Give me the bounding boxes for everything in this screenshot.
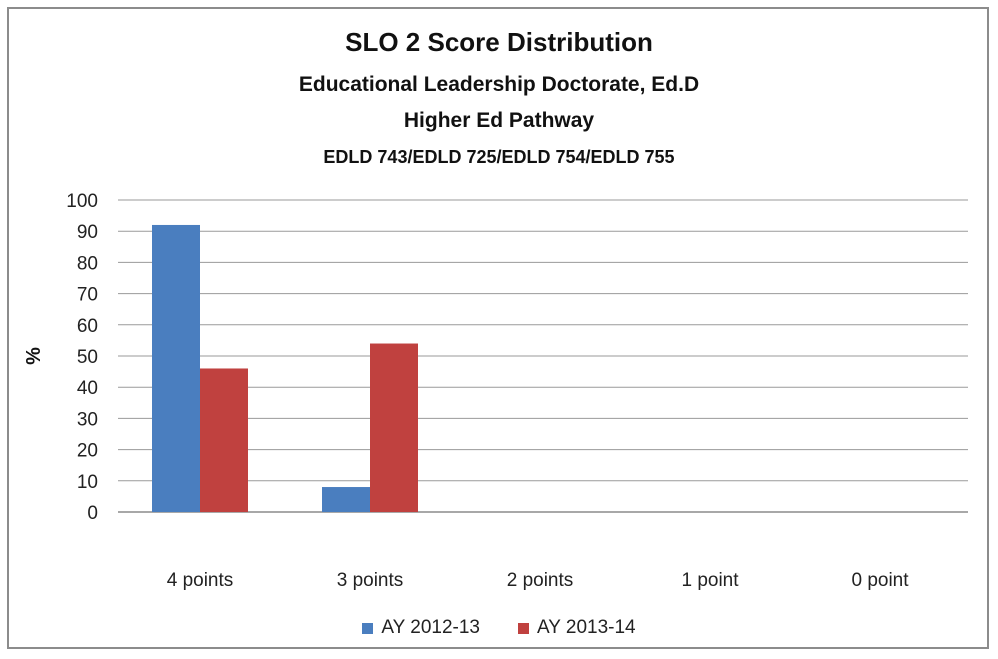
legend-swatch-series-1 — [362, 622, 374, 634]
bar — [370, 343, 418, 512]
y-tick-label: 50 — [77, 347, 98, 368]
chart-subtitle-2: Higher Ed Pathway — [403, 109, 595, 132]
y-tick-label: 80 — [77, 253, 98, 274]
legend-label-series-2: AY 2013-14 — [537, 617, 636, 638]
legend-item-series-2: AY 2013-14 — [518, 617, 636, 639]
y-axis-title: % — [23, 347, 45, 365]
y-tick-label: 30 — [77, 409, 98, 430]
chart-subtitle-3: EDLD 743/EDLD 725/EDLD 754/EDLD 755 — [323, 147, 675, 167]
y-tick-label: 60 — [77, 316, 98, 337]
legend-label-series-1: AY 2012-13 — [381, 617, 480, 638]
bar — [322, 487, 370, 512]
y-tick-label: 40 — [77, 378, 98, 399]
bar — [152, 224, 200, 512]
legend-item-series-1: AY 2012-13 — [362, 617, 480, 639]
y-tick-label: 0 — [87, 503, 98, 524]
y-tick-label: 70 — [77, 285, 98, 306]
x-tick-label: 3 points — [337, 570, 404, 591]
y-tick-label: 100 — [66, 191, 98, 212]
x-tick-label: 4 points — [167, 570, 234, 591]
y-tick-label: 20 — [77, 441, 98, 462]
chart-subtitle-1: Educational Leadership Doctorate, Ed.D — [298, 73, 700, 96]
x-tick-label: 0 point — [851, 570, 909, 591]
x-tick-label: 1 point — [681, 570, 739, 591]
y-tick-label: 90 — [77, 222, 98, 243]
chart-title: SLO 2 Score Distribution — [345, 27, 653, 57]
bar — [200, 368, 248, 512]
x-tick-label: 2 points — [507, 570, 574, 591]
chart-legend: AY 2012-13 AY 2013-14 — [0, 617, 998, 639]
legend-swatch-series-2 — [518, 622, 529, 634]
y-tick-label: 10 — [77, 472, 98, 493]
